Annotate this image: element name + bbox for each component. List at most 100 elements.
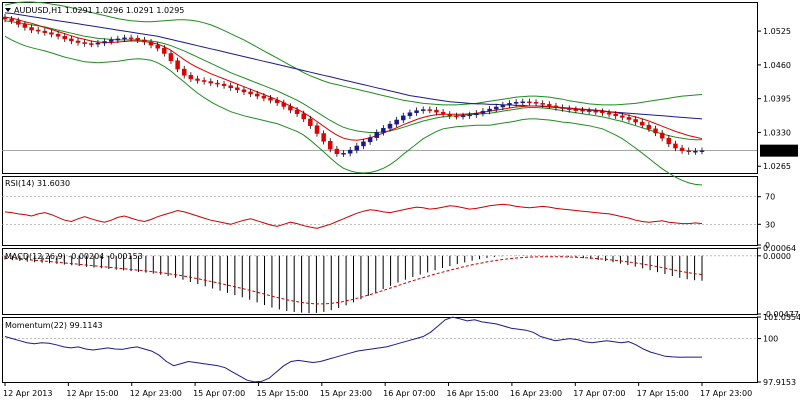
candle-body: [308, 118, 313, 126]
x-tick-label: 12 Apr 23:00: [130, 389, 182, 398]
candle-body: [281, 102, 287, 107]
candle-body: [62, 36, 67, 40]
candle-body: [673, 143, 678, 149]
candle-body: [447, 114, 453, 117]
y-tick-label: -0.00477: [763, 310, 799, 319]
candle-body: [580, 109, 585, 112]
candle-body: [420, 109, 426, 111]
x-tick-label: 15 Apr 07:00: [193, 389, 245, 398]
candle-body: [334, 148, 340, 155]
candle-body: [487, 108, 492, 112]
y-tick-label: 0.0000: [763, 252, 791, 261]
y-tick-label: 100: [763, 335, 778, 344]
macd-signal-line: [4, 256, 703, 305]
pane-frame-macd: [2, 248, 758, 315]
y-tick-label: 0.00064: [763, 244, 796, 253]
candle-body: [69, 38, 74, 42]
candle-body: [142, 39, 147, 43]
candle-body: [533, 102, 539, 104]
candle-body: [288, 106, 293, 111]
y-tick-label: 1.0330: [763, 128, 791, 137]
candle-body: [108, 39, 114, 42]
candle-body: [301, 113, 306, 120]
last-price-label: 1.0295: [764, 147, 792, 156]
x-tick-label: 16 Apr 15:00: [447, 389, 499, 398]
y-tick-label: 0: [765, 241, 770, 250]
candle-body: [434, 109, 439, 113]
candle-body: [162, 48, 167, 54]
candle-body: [600, 111, 605, 113]
candle-body: [480, 110, 486, 114]
candle-body: [95, 42, 101, 45]
y-tick-label: 101.0354: [763, 313, 800, 322]
candle-body: [347, 149, 353, 154]
candle-body: [201, 80, 207, 82]
candle-body: [354, 145, 360, 151]
candle-body: [401, 115, 406, 121]
x-tick-label: 16 Apr 23:00: [510, 389, 562, 398]
candle-body: [248, 91, 253, 95]
candle-body: [188, 75, 194, 80]
candle-body: [274, 99, 280, 104]
candle-body: [527, 101, 532, 104]
pane-frame-mom: [2, 317, 758, 383]
candle-body: [122, 37, 127, 40]
collapse-triangle-icon[interactable]: [5, 8, 11, 12]
ma-fast-line: [4, 16, 703, 141]
candle-body: [381, 128, 386, 133]
candle-body: [155, 44, 160, 49]
y-tick-label: 1.0265: [763, 162, 791, 171]
candle-body: [666, 137, 672, 145]
candle-body: [407, 112, 413, 117]
y-tick-label: 70: [765, 193, 775, 202]
candle-body: [168, 53, 174, 61]
bollinger-upper-line: [4, 1, 703, 106]
candle-body: [394, 119, 399, 125]
candle-body: [474, 112, 479, 116]
candle-body: [235, 87, 240, 91]
candle-body: [29, 27, 34, 31]
candle-body: [613, 114, 618, 117]
x-tick-label: 12 Apr 2013: [3, 389, 52, 398]
candle-body: [181, 68, 187, 76]
candle-body: [693, 150, 698, 153]
candle-body: [221, 83, 227, 86]
candle-body: [148, 41, 154, 46]
candle-body: [22, 24, 28, 28]
y-tick-label: 30: [765, 220, 775, 229]
candle-body: [75, 40, 81, 43]
candle-body: [553, 105, 559, 108]
candle-body: [175, 60, 180, 70]
candle-body: [653, 128, 658, 134]
x-tick-label: 17 Apr 23:00: [700, 389, 752, 398]
candle-body: [361, 141, 366, 147]
candle-body: [254, 93, 260, 97]
candle-body: [228, 85, 233, 89]
candle-body: [606, 112, 612, 115]
pane-frame-main: [2, 2, 758, 174]
candle-body: [573, 109, 579, 111]
candle-body: [16, 20, 21, 25]
candle-body: [268, 97, 273, 101]
x-tick-label: 15 Apr 23:00: [320, 389, 372, 398]
candle-body: [586, 110, 592, 112]
candle-body: [328, 141, 333, 150]
candle-body: [467, 114, 472, 117]
candle-body: [679, 147, 685, 151]
candle-body: [560, 107, 565, 109]
candle-body: [2, 16, 8, 20]
candle-body: [513, 102, 519, 104]
candle-body: [659, 132, 665, 139]
candle-body: [387, 123, 393, 129]
candle-body: [640, 121, 645, 126]
candle-body: [102, 41, 107, 44]
candle-body: [49, 32, 54, 35]
last-price-box: [760, 144, 798, 157]
candle-body: [128, 37, 134, 40]
candle-body: [633, 119, 638, 123]
candle-body: [493, 106, 499, 110]
candle-body: [42, 30, 48, 33]
rsi-line: [4, 203, 703, 229]
bollinger-middle-line: [4, 20, 702, 141]
